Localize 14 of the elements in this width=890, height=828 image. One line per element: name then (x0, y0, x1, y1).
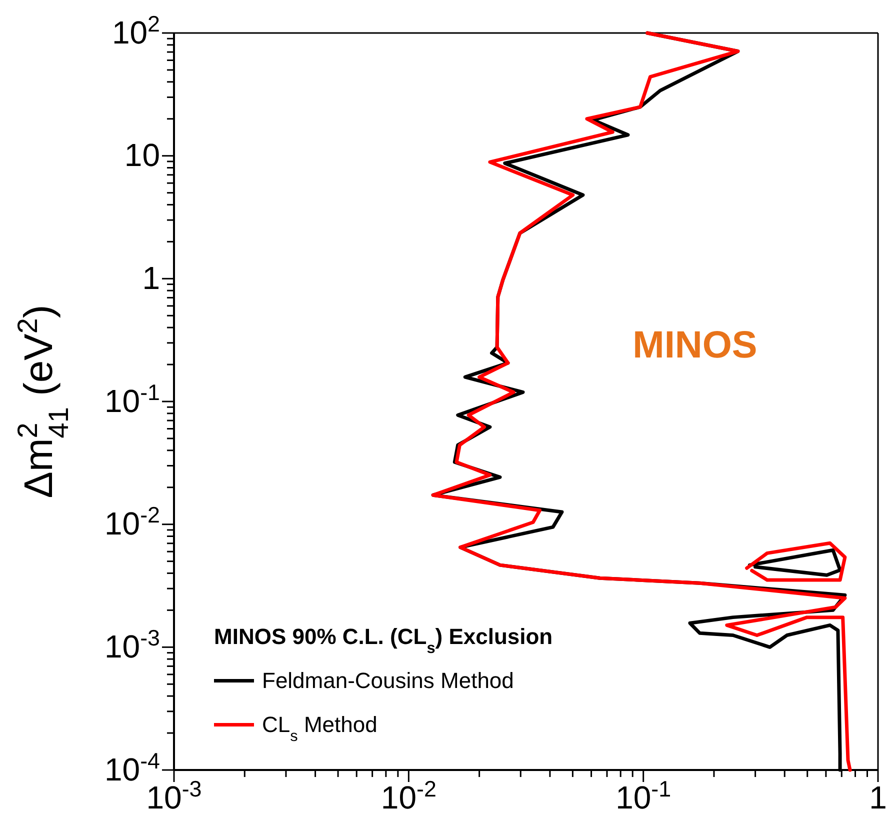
y-tick-label: 10$^{2}$ (112, 10, 160, 50)
x-tick-label: 10$^{-1}$ (616, 776, 672, 816)
x-tick-label: 10$^{-2}$ (380, 776, 436, 816)
y-tick-label: 10 (124, 137, 160, 174)
y-tick-label: 10$^{-3}$ (104, 624, 160, 664)
legend-label: Feldman-Cousins Method (262, 668, 514, 693)
annotation: MINOS (632, 324, 758, 366)
y-tick-label: 10$^{-1}$ (104, 379, 160, 419)
x-tick-label: 1 (869, 780, 887, 816)
legend-label: CL$_{s}$ Method (262, 712, 378, 744)
y-tick-label: 10$^{-4}$ (104, 748, 160, 788)
legend-title: MINOS 90% C.L. (CL$_{s}$) Exclusion (214, 624, 553, 656)
y-tick-label: 10$^{-2}$ (104, 502, 160, 542)
y-tick-label: 1 (142, 260, 160, 296)
